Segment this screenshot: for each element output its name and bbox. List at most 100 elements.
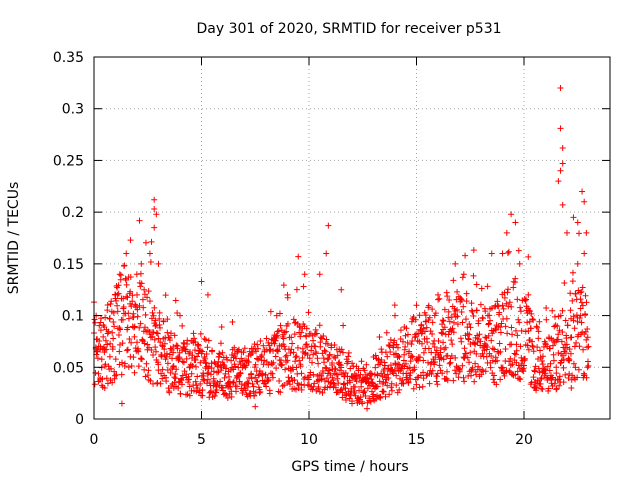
data-point [449, 341, 456, 348]
data-point [353, 378, 360, 385]
data-point [222, 370, 229, 377]
data-point [165, 334, 172, 341]
data-point [160, 318, 167, 325]
data-point [244, 393, 251, 400]
data-point [584, 364, 591, 371]
data-point [578, 319, 585, 326]
data-point [196, 387, 203, 394]
data-point [517, 376, 524, 383]
data-point [401, 363, 408, 370]
data-point [523, 296, 530, 303]
data-point [530, 374, 537, 381]
data-point [278, 357, 285, 364]
data-point [269, 361, 276, 368]
data-point [120, 303, 127, 310]
data-point [439, 330, 446, 337]
data-point [130, 324, 137, 331]
data-point [567, 350, 574, 357]
data-point [372, 364, 379, 371]
data-point [400, 380, 407, 387]
data-point [579, 188, 586, 195]
data-point [298, 381, 305, 388]
data-point [370, 391, 377, 398]
data-point [109, 346, 116, 353]
data-point [249, 380, 256, 387]
data-point [559, 307, 566, 314]
data-point [313, 330, 320, 337]
x-tick-label: 15 [408, 432, 426, 448]
data-point [131, 333, 138, 340]
data-point [233, 388, 240, 395]
data-point [185, 379, 192, 386]
data-point [103, 346, 110, 353]
data-point [177, 390, 184, 397]
data-point [303, 333, 310, 340]
data-point [372, 396, 379, 403]
data-point [147, 334, 154, 341]
data-point [110, 309, 117, 316]
data-point [174, 310, 181, 317]
data-point [528, 310, 535, 317]
data-point [496, 340, 503, 347]
data-point [506, 367, 513, 374]
data-point [281, 343, 288, 350]
data-point [425, 345, 432, 352]
data-point [396, 361, 403, 368]
data-point [294, 344, 301, 351]
data-point [144, 341, 151, 348]
data-point [329, 359, 336, 366]
data-point [470, 247, 477, 254]
data-point [363, 361, 370, 368]
data-point [530, 348, 537, 355]
data-point [197, 330, 204, 337]
data-point [340, 322, 347, 329]
data-point [127, 237, 134, 244]
data-point [178, 381, 185, 388]
data-point [345, 353, 352, 360]
data-point [441, 306, 448, 313]
data-point [319, 389, 326, 396]
data-point [254, 345, 261, 352]
data-point [124, 346, 131, 353]
data-point [162, 292, 169, 299]
data-point [110, 318, 117, 325]
data-point [324, 340, 331, 347]
data-point [190, 330, 197, 337]
data-point [431, 343, 438, 350]
data-point [203, 350, 210, 357]
data-point [276, 377, 283, 384]
data-point [216, 350, 223, 357]
data-point [380, 388, 387, 395]
data-point [151, 304, 158, 311]
data-point [191, 347, 198, 354]
data-point [534, 344, 541, 351]
data-point [313, 350, 320, 357]
data-point [290, 349, 297, 356]
data-point [557, 85, 564, 92]
data-point [382, 393, 389, 400]
x-tick-label: 5 [197, 432, 206, 448]
data-point [147, 377, 154, 384]
data-point [396, 353, 403, 360]
data-point [541, 367, 548, 374]
data-point [274, 328, 281, 335]
data-point [254, 341, 261, 348]
data-point [550, 351, 557, 358]
data-point [192, 378, 199, 385]
data-point [137, 320, 144, 327]
data-point [260, 361, 267, 368]
data-point [387, 349, 394, 356]
data-point [223, 365, 230, 372]
data-point [220, 391, 227, 398]
data-point [293, 286, 300, 293]
data-point [287, 350, 294, 357]
data-point [263, 335, 270, 342]
data-point [243, 362, 250, 369]
data-point [544, 363, 551, 370]
data-point [157, 339, 164, 346]
data-point [288, 374, 295, 381]
data-point [137, 283, 144, 290]
data-point [441, 324, 448, 331]
data-point [413, 381, 420, 388]
data-point [194, 373, 201, 380]
